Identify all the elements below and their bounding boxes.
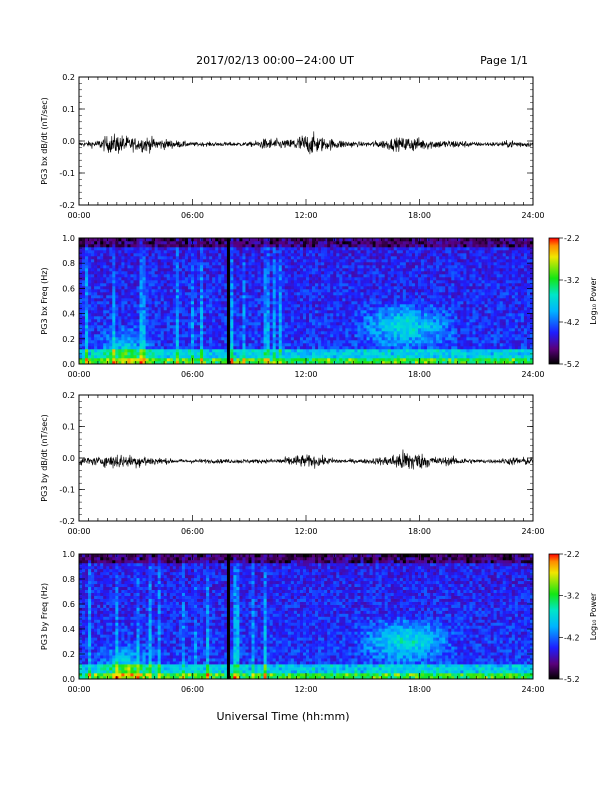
data-gap: [226, 238, 230, 364]
plot-frame: [78, 394, 534, 522]
x-tick-label: 00:00: [67, 370, 90, 379]
spectrogram-cells: [79, 554, 534, 680]
series-trace: [78, 131, 534, 155]
x-tick-label: 24:00: [521, 211, 544, 220]
x-tick-label: 24:00: [521, 370, 544, 379]
page-number: Page 1/1: [480, 54, 528, 67]
y-tick-label: 0.4: [62, 310, 75, 319]
y-tick-label: 1.0: [62, 550, 75, 559]
colorbar-label: Log₁₀ Power: [589, 277, 598, 325]
x-tick-label: 18:00: [408, 370, 431, 379]
time-series-panel: 0.2 0.1 0.0 -0.1 -0.2 PG3 bx dB/dt (nT/sec) 00…: [40, 73, 545, 220]
colorbar-label: Log₁₀ Power: [589, 592, 598, 640]
y-axis-label: PG3 by Freq (Hz): [40, 583, 49, 650]
colorbar-tick-label: -3.2: [564, 276, 580, 285]
y-tick-label: 0.6: [62, 600, 75, 609]
y-tick-label: 0.2: [62, 391, 75, 400]
colorbar-tick-label: -4.2: [564, 318, 580, 327]
x-tick-label: 24:00: [521, 685, 544, 694]
x-tick-label: 06:00: [181, 211, 204, 220]
x-tick-label: 18:00: [408, 211, 431, 220]
y-tick-label: -0.2: [59, 517, 75, 526]
y-tick-label: 1.0: [62, 234, 75, 243]
x-tick-label: 18:00: [408, 527, 431, 536]
x-tick-label: 24:00: [521, 527, 544, 536]
y-tick-label: 0.1: [62, 423, 75, 432]
x-tick-label: 00:00: [67, 527, 90, 536]
y-tick-label: -0.1: [59, 169, 75, 178]
x-tick-label: 12:00: [294, 685, 317, 694]
colorbar: [548, 553, 560, 680]
y-tick-label: 0.8: [62, 575, 75, 584]
x-tick-label: 18:00: [408, 685, 431, 694]
x-tick-label: 12:00: [294, 527, 317, 536]
series-trace: [78, 449, 534, 470]
x-tick-label: 06:00: [181, 527, 204, 536]
y-tick-label: 0.2: [62, 650, 75, 659]
y-tick-label: 0.2: [62, 335, 75, 344]
data-gap: [226, 554, 230, 679]
y-axis-label: PG3 bx dB/dt (nT/sec): [40, 97, 49, 184]
x-tick-label: 00:00: [67, 211, 90, 220]
spectrogram-panel: -2.2 -3.2 -4.2 -5.2 Log₁₀ Power 1.0 0.8 0.6 0.4 0…: [40, 234, 598, 379]
x-tick-label: 12:00: [294, 211, 317, 220]
colorbar: [548, 237, 560, 365]
colorbar-tick-label: -2.2: [564, 550, 580, 559]
y-tick-label: 0.0: [62, 360, 75, 369]
colorbar-tick-label: -5.2: [564, 360, 580, 369]
y-tick-label: -0.2: [59, 201, 75, 210]
y-tick-label: 0.6: [62, 284, 75, 293]
colorbar-tick-label: -3.2: [564, 592, 580, 601]
y-tick-label: 0.4: [62, 625, 75, 634]
x-tick-label: 12:00: [294, 370, 317, 379]
y-tick-label: -0.1: [59, 486, 75, 495]
x-tick-label: 06:00: [181, 370, 204, 379]
colorbar-tick-label: -2.2: [564, 234, 580, 243]
y-tick-label: 0.1: [62, 105, 75, 114]
spectrogram-panel: -2.2 -3.2 -4.2 -5.2 Log₁₀ Power 1.0 0.8 0.6 0.4 0…: [40, 550, 598, 694]
spectrogram-cells: [79, 238, 534, 365]
y-tick-label: 0.8: [62, 259, 75, 268]
colorbar-tick-label: -5.2: [564, 675, 580, 684]
colorbar-tick-label: -4.2: [564, 633, 580, 642]
y-axis-label: PG3 bx Freq (Hz): [40, 267, 49, 334]
x-axis-label: Universal Time (hh:mm): [217, 710, 350, 723]
x-tick-label: 00:00: [67, 685, 90, 694]
time-series-panel: 0.2 0.1 0.0 -0.1 -0.2 PG3 by dB/dt (nT/sec) 00…: [40, 391, 545, 536]
y-tick-label: 0.0: [62, 454, 75, 463]
y-tick-label: 0.2: [62, 73, 75, 82]
y-tick-label: 0.0: [62, 675, 75, 684]
y-axis-label: PG3 by dB/dt (nT/sec): [40, 414, 49, 501]
x-tick-label: 06:00: [181, 685, 204, 694]
page-title: 2017/02/13 00:00−24:00 UT: [196, 54, 354, 67]
y-tick-label: 0.0: [62, 137, 75, 146]
